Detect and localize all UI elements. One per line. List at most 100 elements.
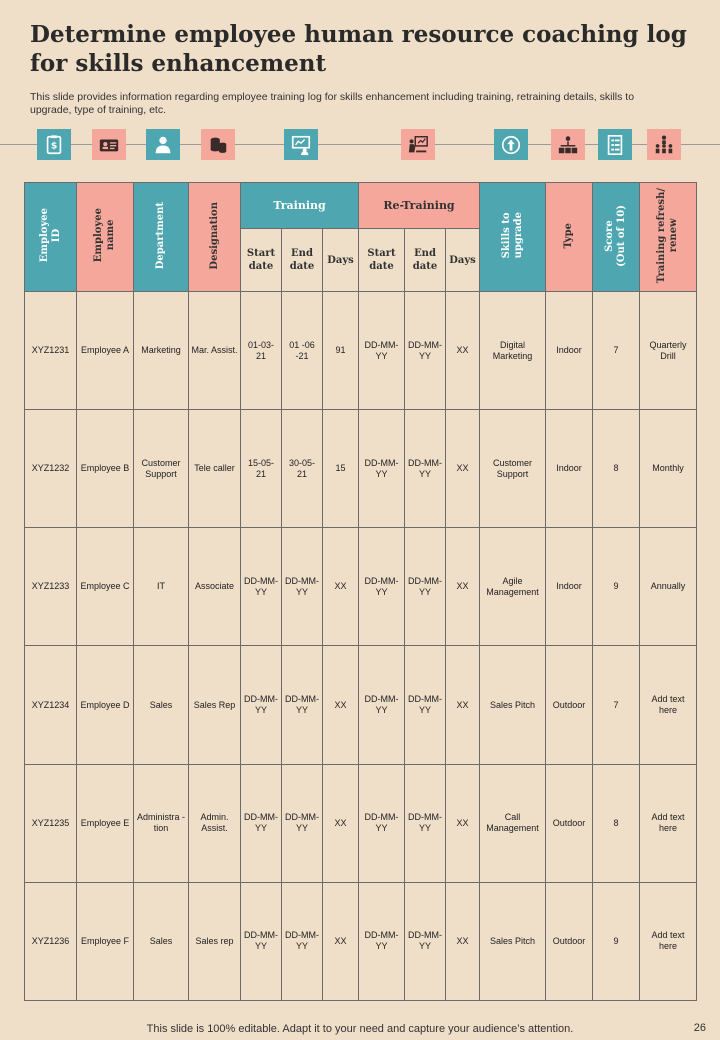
- cell-end-date: DD-MM-YY: [281, 645, 323, 765]
- cell-end-date: 30-05-21: [281, 409, 323, 529]
- cell-type: Indoor: [545, 290, 594, 411]
- cell-skills: Sales Pitch: [479, 645, 547, 765]
- header-retraining-days: Days: [445, 228, 481, 292]
- cell-retraining-days: XX: [445, 763, 481, 883]
- header-type: Type: [545, 182, 594, 292]
- table-row: XYZ1235 Employee E Administra - tion Adm…: [24, 763, 698, 883]
- cell-score: 7: [592, 290, 641, 411]
- cell-employee-id: XYZ1232: [24, 409, 77, 529]
- cell-retraining-end: DD-MM-YY: [404, 409, 447, 529]
- cell-type: Indoor: [545, 527, 594, 647]
- presentation-icon: [284, 129, 318, 160]
- cell-retraining-start: DD-MM-YY: [358, 645, 406, 765]
- team-network-icon: [551, 129, 585, 160]
- cell-days: XX: [321, 645, 360, 765]
- header-training-days: Days: [321, 228, 360, 292]
- cell-employee-name: Employee F: [76, 881, 134, 1002]
- cell-start-date: DD-MM-YY: [240, 645, 282, 765]
- cell-employee-name: Employee E: [76, 763, 134, 883]
- cell-designation: Mar. Assist.: [188, 290, 241, 411]
- cell-skills: Call Management: [479, 763, 547, 883]
- cell-employee-id: XYZ1231: [24, 290, 77, 411]
- cell-type: Outdoor: [545, 763, 594, 883]
- icon-strip-line: [0, 144, 720, 145]
- cell-start-date: 15-05-21: [240, 409, 282, 529]
- cell-days: 91: [321, 290, 360, 411]
- header-employee-name: Employee name: [76, 182, 134, 292]
- header-retraining: Re-Training: [358, 182, 481, 229]
- header-retraining-end-date: End date: [404, 228, 447, 292]
- id-card-icon: [92, 129, 126, 160]
- cell-retraining-days: XX: [445, 645, 481, 765]
- cell-start-date: 01-03-21: [240, 290, 282, 411]
- cell-score: 9: [592, 527, 641, 647]
- coaching-log-table: Employee ID Employee name Department Des…: [24, 182, 698, 1002]
- cell-end-date: DD-MM-YY: [281, 763, 323, 883]
- table-row: XYZ1233 Employee C IT Associate DD-MM-YY…: [24, 527, 698, 647]
- cell-designation: Tele caller: [188, 409, 241, 529]
- cell-retraining-days: XX: [445, 290, 481, 411]
- footer-note: This slide is 100% editable. Adapt it to…: [146, 1023, 574, 1035]
- cell-retraining-end: DD-MM-YY: [404, 763, 447, 883]
- cell-refresh: Add text here: [639, 881, 698, 1002]
- coins-icon: [201, 129, 235, 160]
- cell-retraining-days: XX: [445, 409, 481, 529]
- cell-refresh: Add text here: [639, 763, 698, 883]
- cell-skills: Customer Support: [479, 409, 547, 529]
- cell-employee-id: XYZ1236: [24, 881, 77, 1002]
- cell-end-date: DD-MM-YY: [281, 527, 323, 647]
- cell-days: XX: [321, 527, 360, 647]
- cell-end-date: 01 -06 -21: [281, 290, 323, 411]
- header-designation: Designation: [188, 182, 241, 292]
- header-skills-to-upgrade: Skills to upgrade: [479, 182, 547, 292]
- cell-retraining-start: DD-MM-YY: [358, 290, 406, 411]
- header-training-end-date: End date: [281, 228, 323, 292]
- cell-refresh: Quarterly Drill: [639, 290, 698, 411]
- cell-department: Marketing: [133, 290, 189, 411]
- employee-icon: [146, 129, 180, 160]
- cell-refresh: Monthly: [639, 409, 698, 529]
- cell-days: XX: [321, 881, 360, 1002]
- hierarchy-icon: [647, 129, 681, 160]
- cell-days: XX: [321, 763, 360, 883]
- cell-type: Outdoor: [545, 881, 594, 1002]
- cell-employee-id: XYZ1233: [24, 527, 77, 647]
- header-score: Score (Out of 10): [592, 182, 641, 292]
- cell-retraining-end: DD-MM-YY: [404, 527, 447, 647]
- cell-score: 9: [592, 881, 641, 1002]
- cell-department: IT: [133, 527, 189, 647]
- header-employee-id: Employee ID: [24, 182, 77, 292]
- page-number: 26: [693, 1022, 706, 1034]
- cell-designation: Sales rep: [188, 881, 241, 1002]
- cell-designation: Admin. Assist.: [188, 763, 241, 883]
- cell-start-date: DD-MM-YY: [240, 527, 282, 647]
- cell-retraining-start: DD-MM-YY: [358, 527, 406, 647]
- cell-end-date: DD-MM-YY: [281, 881, 323, 1002]
- page-title: Determine employee human resource coachi…: [30, 21, 687, 77]
- table-row: XYZ1232 Employee B Customer Support Tele…: [24, 409, 698, 529]
- cell-department: Customer Support: [133, 409, 189, 529]
- table-row: XYZ1236 Employee F Sales Sales rep DD-MM…: [24, 881, 698, 1002]
- cell-skills: Agile Management: [479, 527, 547, 647]
- cell-score: 8: [592, 409, 641, 529]
- cell-refresh: Annually: [639, 527, 698, 647]
- upgrade-arrow-icon: [494, 129, 528, 160]
- cell-start-date: DD-MM-YY: [240, 881, 282, 1002]
- cell-start-date: DD-MM-YY: [240, 763, 282, 883]
- header-training: Training: [239, 182, 360, 229]
- cell-retraining-days: XX: [445, 881, 481, 1002]
- cell-type: Indoor: [545, 409, 594, 529]
- cell-retraining-start: DD-MM-YY: [358, 763, 406, 883]
- cell-score: 7: [592, 645, 641, 765]
- cell-employee-name: Employee C: [76, 527, 134, 647]
- cell-retraining-start: DD-MM-YY: [358, 881, 406, 1002]
- page-subtitle: This slide provides information regardin…: [30, 91, 635, 116]
- cell-designation: Sales Rep: [188, 645, 241, 765]
- cell-days: 15: [321, 409, 360, 529]
- header-department: Department: [133, 182, 189, 292]
- cell-retraining-days: XX: [445, 527, 481, 647]
- cell-retraining-start: DD-MM-YY: [358, 409, 406, 529]
- cell-designation: Associate: [188, 527, 241, 647]
- table-row: XYZ1234 Employee D Sales Sales Rep DD-MM…: [24, 645, 698, 765]
- cell-retraining-end: DD-MM-YY: [404, 290, 447, 411]
